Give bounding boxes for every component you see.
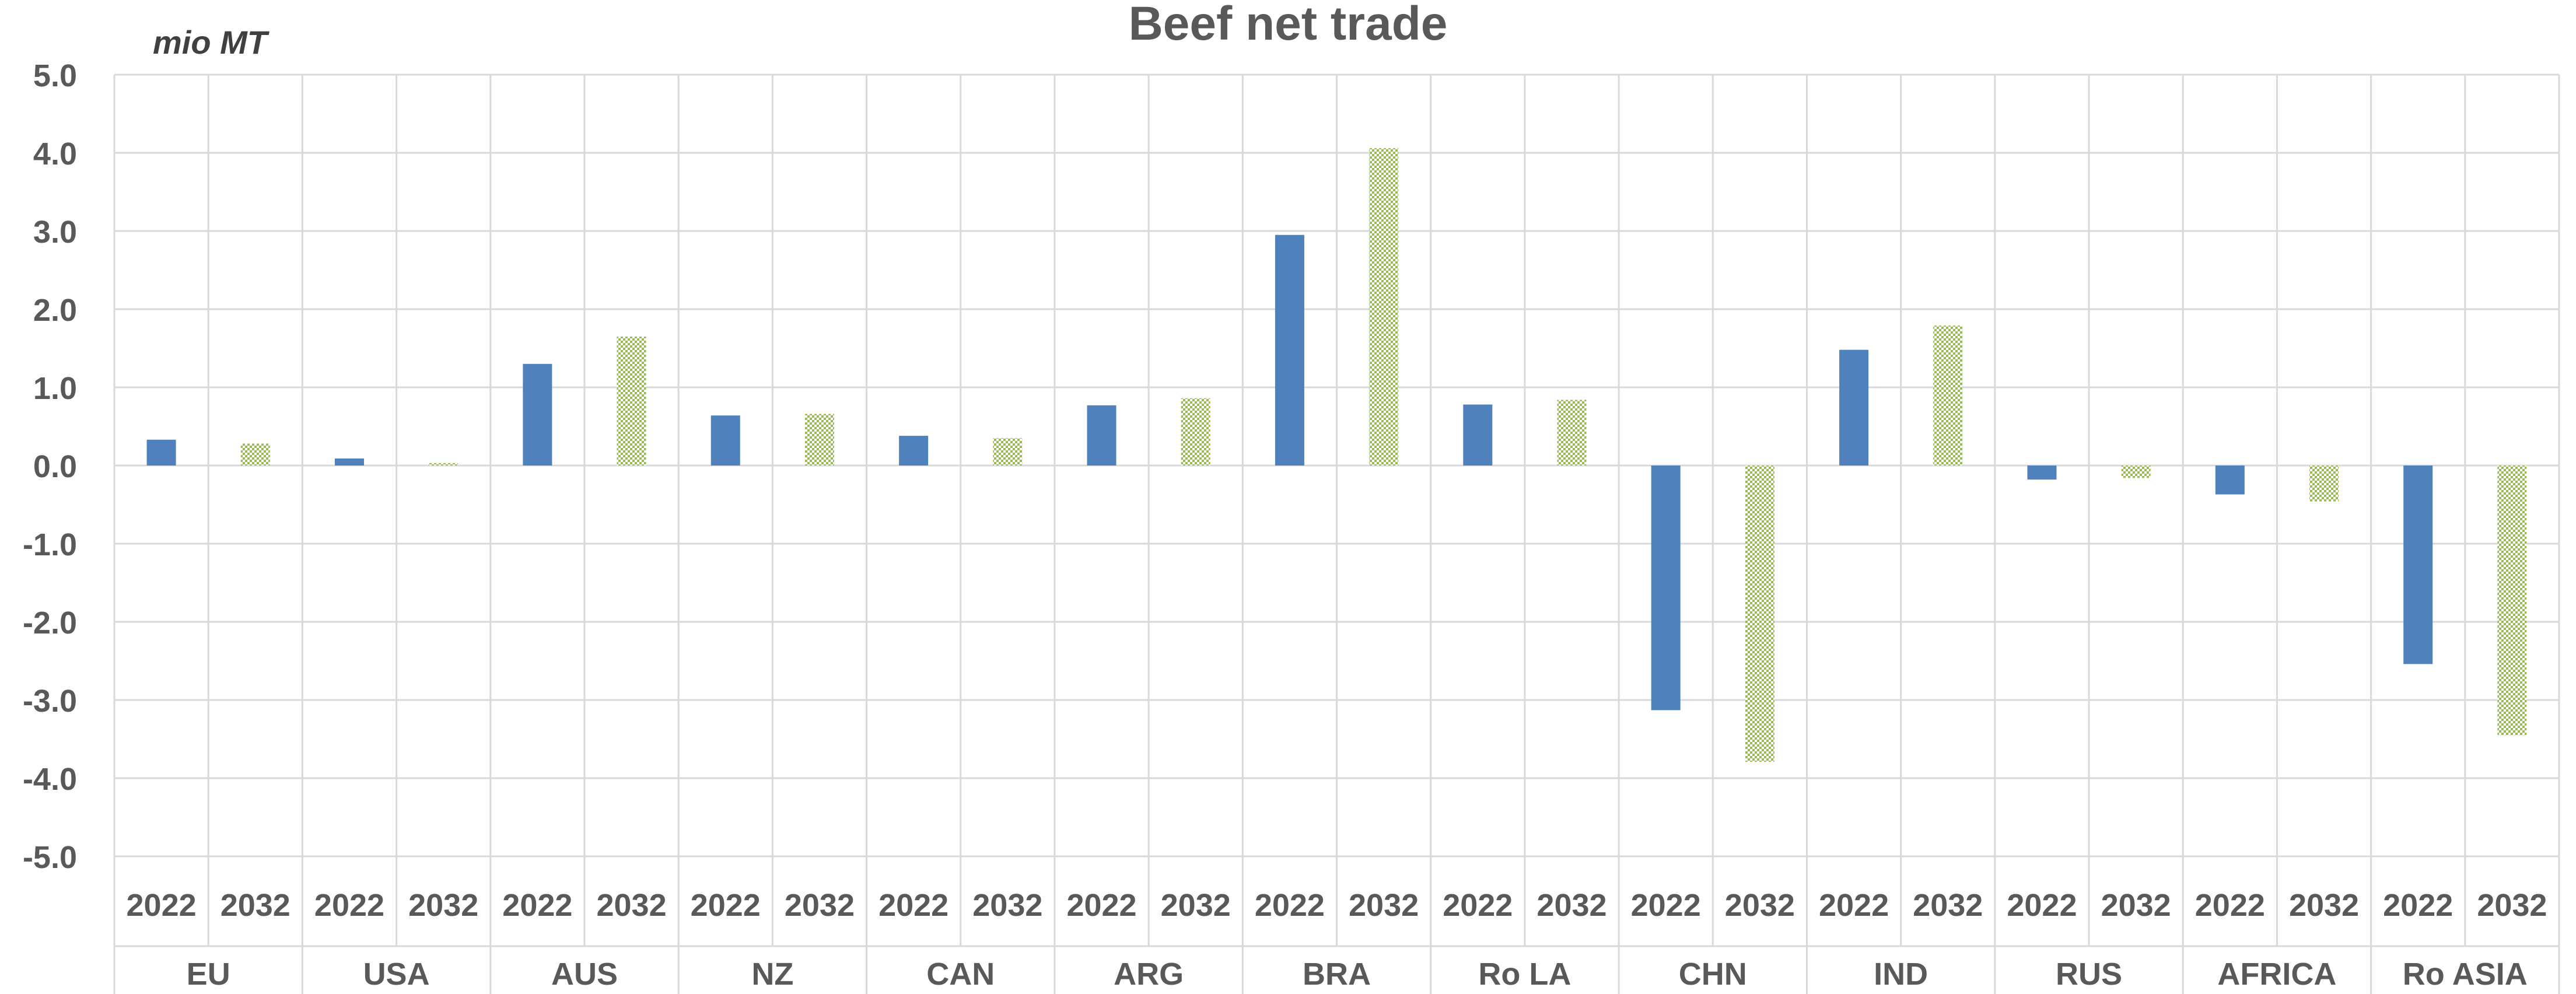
x-group-label: BRA bbox=[1303, 957, 1371, 992]
x-year-label: 2032 bbox=[220, 888, 290, 923]
x-year-label: 2032 bbox=[2289, 888, 2359, 923]
y-tick-label: 3.0 bbox=[33, 215, 77, 250]
bar-rus-2022 bbox=[2027, 466, 2057, 480]
x-group-label: RUS bbox=[2056, 957, 2122, 992]
x-year-label: 2032 bbox=[785, 888, 855, 923]
bar-chn-2022 bbox=[1651, 466, 1681, 710]
x-year-label: 2022 bbox=[2383, 888, 2453, 923]
x-year-label: 2032 bbox=[972, 888, 1042, 923]
bar-ro-asia-2022 bbox=[2403, 466, 2433, 664]
y-tick-label: 1.0 bbox=[33, 371, 77, 406]
x-group-label: NZ bbox=[751, 957, 793, 992]
x-group-label: USA bbox=[363, 957, 430, 992]
x-year-label: 2032 bbox=[1349, 888, 1419, 923]
bar-africa-2032 bbox=[2309, 466, 2339, 502]
x-group-label: AFRICA bbox=[2217, 957, 2336, 992]
bar-arg-2032 bbox=[1181, 398, 1210, 466]
x-year-label: 2022 bbox=[1819, 888, 1889, 923]
x-group-label: ARG bbox=[1114, 957, 1184, 992]
y-tick-label: 2.0 bbox=[33, 293, 77, 328]
x-year-label: 2022 bbox=[314, 888, 384, 923]
y-tick-label: -4.0 bbox=[23, 762, 77, 797]
y-tick-label: -1.0 bbox=[23, 527, 77, 562]
y-tick-label: 5.0 bbox=[33, 58, 77, 93]
bars bbox=[146, 148, 2527, 762]
x-year-label: 2032 bbox=[1725, 888, 1795, 923]
bar-ro-la-2022 bbox=[1463, 404, 1493, 466]
y-tick-label: 0.0 bbox=[33, 449, 77, 484]
chart-title: Beef net trade bbox=[1129, 0, 1448, 50]
x-year-label: 2022 bbox=[502, 888, 572, 923]
bar-ind-2032 bbox=[1933, 326, 1963, 466]
bar-can-2022 bbox=[899, 436, 929, 466]
bar-bra-2022 bbox=[1275, 235, 1304, 466]
x-group-label: CAN bbox=[926, 957, 995, 992]
y-tick-label: -5.0 bbox=[23, 840, 77, 875]
x-year-label: 2032 bbox=[2477, 888, 2547, 923]
x-group-label: Ro LA bbox=[1478, 957, 1571, 992]
x-group-label: IND bbox=[1874, 957, 1928, 992]
bar-ro-asia-2032 bbox=[2497, 466, 2527, 736]
x-year-label: 2022 bbox=[127, 888, 197, 923]
x-year-label: 2032 bbox=[596, 888, 666, 923]
bar-ro-la-2032 bbox=[1557, 400, 1587, 466]
x-year-label: 2022 bbox=[878, 888, 949, 923]
x-year-label: 2022 bbox=[1066, 888, 1136, 923]
x-year-label: 2032 bbox=[1913, 888, 1983, 923]
bar-bra-2032 bbox=[1369, 148, 1399, 466]
x-group-label: AUS bbox=[551, 957, 618, 992]
bar-arg-2022 bbox=[1087, 405, 1116, 466]
y-tick-label: -2.0 bbox=[23, 606, 77, 640]
bar-rus-2032 bbox=[2121, 466, 2151, 478]
x-year-label: 2032 bbox=[1536, 888, 1606, 923]
x-year-label: 2022 bbox=[2007, 888, 2077, 923]
x-year-label: 2022 bbox=[2195, 888, 2265, 923]
bar-nz-2032 bbox=[804, 414, 834, 466]
bar-africa-2022 bbox=[2215, 466, 2245, 495]
bar-usa-2022 bbox=[334, 458, 364, 466]
bar-usa-2032 bbox=[429, 463, 459, 466]
y-tick-label: 4.0 bbox=[33, 136, 77, 172]
bar-eu-2032 bbox=[240, 443, 270, 466]
y-axis-unit-label: mio MT bbox=[153, 24, 270, 61]
x-year-label: 2032 bbox=[2101, 888, 2171, 923]
bar-chn-2032 bbox=[1745, 466, 1774, 762]
y-axis-ticks: 5.0 4.0 3.0 2.0 1.0 0.0 -1.0 -2.0 -3.0 -4.0 -5.0 bbox=[23, 58, 77, 875]
bar-nz-2022 bbox=[710, 415, 740, 466]
x-group-label: EU bbox=[187, 957, 230, 992]
gridlines bbox=[113, 74, 2560, 994]
x-year-label: 2022 bbox=[691, 888, 761, 923]
x-group-label: Ro ASIA bbox=[2403, 957, 2528, 992]
bar-ind-2022 bbox=[1839, 349, 1869, 466]
bar-can-2032 bbox=[993, 438, 1023, 466]
bar-eu-2022 bbox=[146, 439, 176, 466]
x-group-label: CHN bbox=[1679, 957, 1747, 992]
bar-aus-2032 bbox=[617, 336, 646, 466]
x-year-label: 2022 bbox=[1443, 888, 1513, 923]
y-tick-label: -3.0 bbox=[23, 684, 77, 719]
x-year-label: 2022 bbox=[1255, 888, 1325, 923]
x-axis: 2022 2032 EU 2022 2032 USA 2022 2032 AUS 2022 2032… bbox=[127, 888, 2547, 992]
x-year-label: 2022 bbox=[1631, 888, 1701, 923]
bar-aus-2022 bbox=[523, 363, 552, 466]
x-year-label: 2032 bbox=[1161, 888, 1231, 923]
x-year-label: 2032 bbox=[408, 888, 478, 923]
